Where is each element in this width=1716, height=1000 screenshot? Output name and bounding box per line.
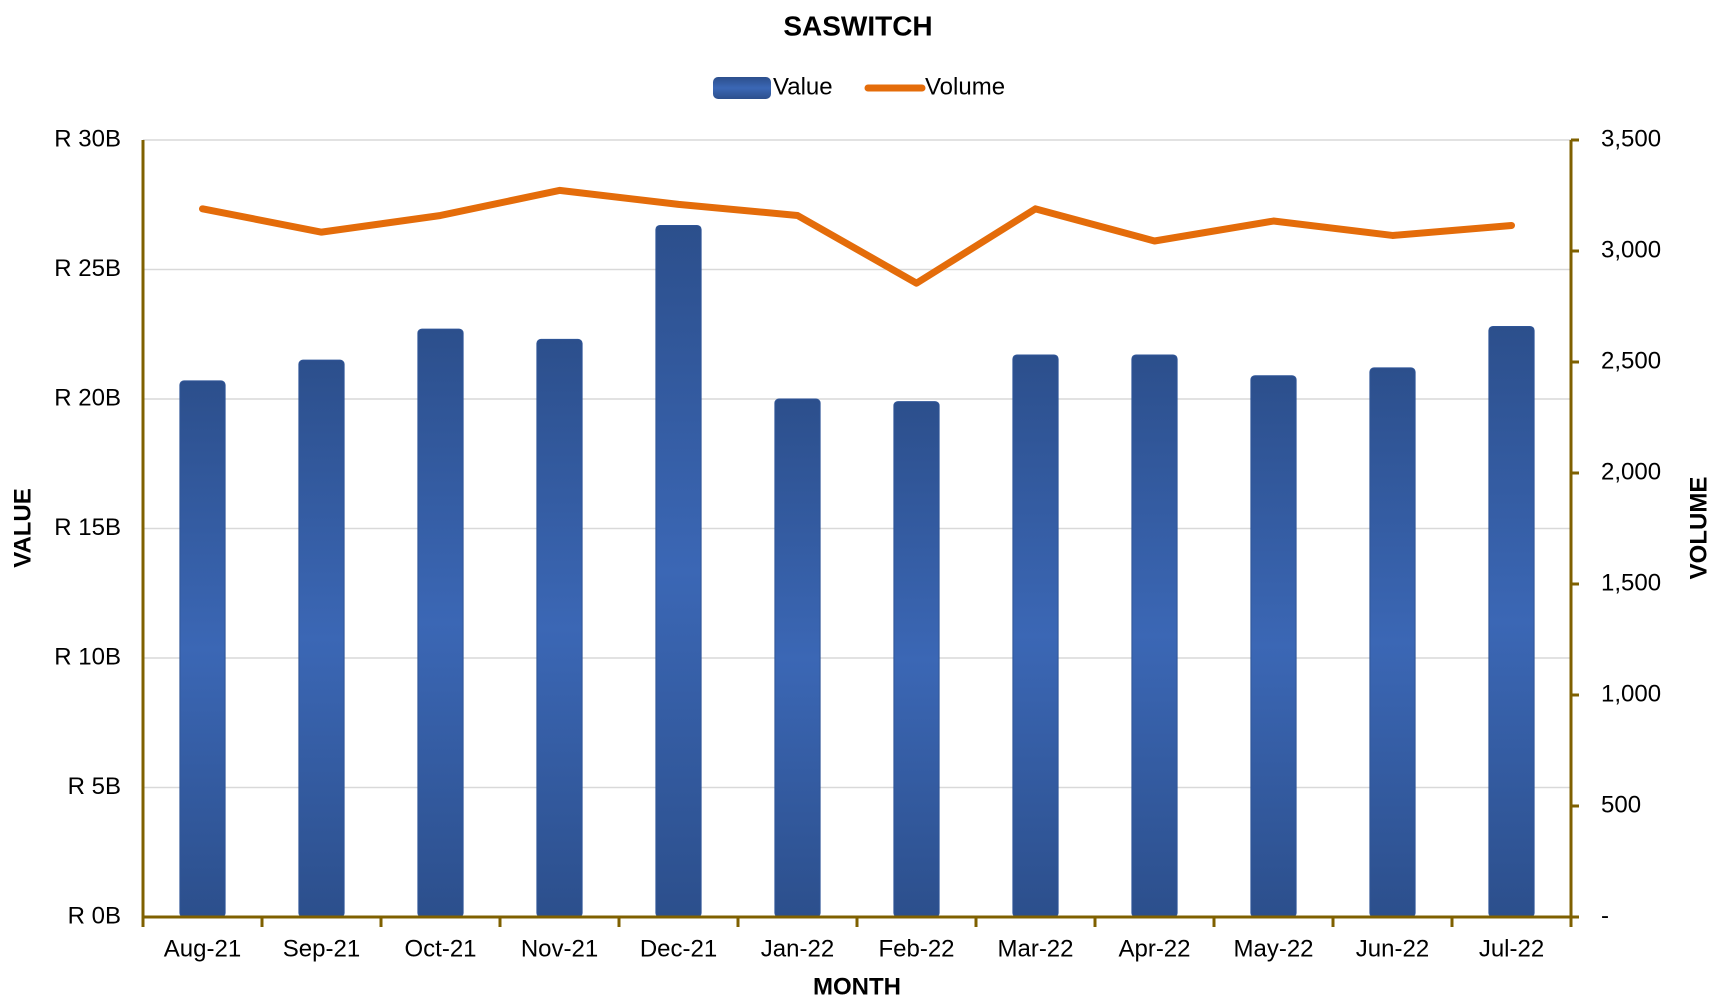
bar xyxy=(1250,375,1297,918)
y-tick-label: R 10B xyxy=(54,643,121,670)
x-tick-label: Apr-22 xyxy=(1118,935,1190,962)
chart-title: SASWITCH xyxy=(783,10,932,41)
bar xyxy=(1131,354,1178,918)
x-tick-label: Nov-21 xyxy=(521,935,598,962)
bar xyxy=(179,380,226,918)
x-tick-label: Feb-22 xyxy=(878,935,954,962)
y2-axis-title: VOLUME xyxy=(1685,477,1712,580)
y-tick-label: R 25B xyxy=(54,255,121,282)
bar xyxy=(655,224,702,918)
bar xyxy=(893,401,940,918)
x-tick-label: Jan-22 xyxy=(761,935,834,962)
y2-tick-label: 1,500 xyxy=(1601,569,1661,596)
y-tick-label: R 30B xyxy=(54,125,121,152)
x-tick-label: Oct-21 xyxy=(404,935,476,962)
y2-tick-label: 3,500 xyxy=(1601,125,1661,152)
x-tick-label: Aug-21 xyxy=(164,935,241,962)
x-tick-label: Sep-21 xyxy=(283,935,360,962)
y2-tick-label: 3,000 xyxy=(1601,236,1661,263)
x-tick-label: May-22 xyxy=(1233,935,1313,962)
bar xyxy=(417,328,464,918)
legend-label: Volume xyxy=(925,73,1005,100)
bar xyxy=(1369,367,1416,918)
bar xyxy=(1012,354,1059,918)
x-tick-label: Jun-22 xyxy=(1356,935,1429,962)
bar xyxy=(536,338,583,918)
x-axis-title: MONTH xyxy=(813,973,901,1000)
y-tick-label: R 0B xyxy=(68,902,121,929)
y2-tick-label: 2,000 xyxy=(1601,458,1661,485)
y2-tick-label: 2,500 xyxy=(1601,347,1661,374)
x-tick-label: Mar-22 xyxy=(997,935,1073,962)
y-tick-label: R 20B xyxy=(54,384,121,411)
y-tick-label: R 15B xyxy=(54,514,121,541)
x-tick-label: Dec-21 xyxy=(640,935,717,962)
y2-tick-label: - xyxy=(1601,902,1609,929)
legend-swatch xyxy=(713,77,771,99)
legend-label: Value xyxy=(773,73,833,100)
y-tick-label: R 5B xyxy=(68,773,121,800)
y2-tick-label: 1,000 xyxy=(1601,680,1661,707)
bar xyxy=(774,398,821,918)
y-axis-title: VALUE xyxy=(9,488,36,568)
x-tick-label: Jul-22 xyxy=(1479,935,1544,962)
line xyxy=(199,186,1515,287)
bar xyxy=(1488,325,1535,918)
y2-tick-label: 500 xyxy=(1601,791,1641,818)
bar xyxy=(298,359,345,918)
